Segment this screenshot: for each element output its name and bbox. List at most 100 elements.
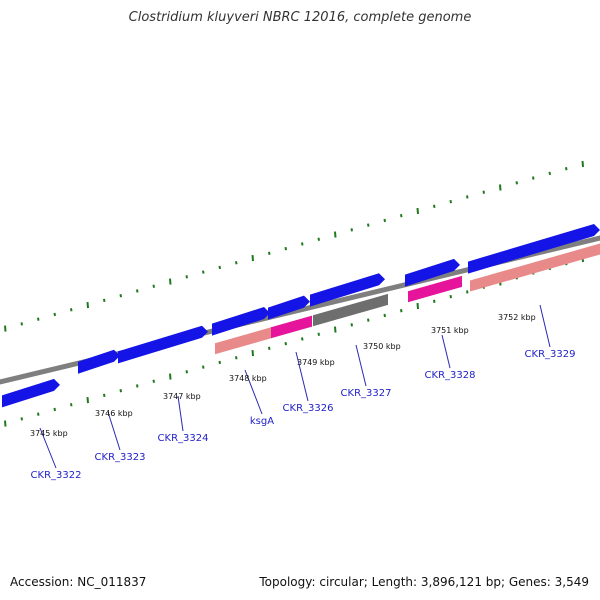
rrna-segment bbox=[215, 326, 272, 355]
gene-label: ksgA bbox=[250, 416, 274, 427]
gene-label: CKR_3323 bbox=[95, 452, 146, 463]
tick-mark bbox=[202, 270, 205, 274]
tick-mark bbox=[433, 299, 436, 303]
tick-mark bbox=[235, 356, 238, 360]
tick-mark bbox=[466, 290, 469, 294]
tick-mark bbox=[367, 223, 370, 227]
tick-mark bbox=[466, 195, 469, 199]
label-leader-line bbox=[177, 395, 184, 432]
gene-arrow bbox=[405, 258, 460, 287]
kbp-label: 3746 kbp bbox=[95, 409, 133, 418]
tick-mark bbox=[565, 167, 568, 171]
label-leader-line bbox=[244, 369, 263, 415]
tick-mark bbox=[367, 318, 370, 322]
tick-mark bbox=[103, 393, 106, 398]
kbp-label: 3748 kbp bbox=[229, 374, 267, 383]
feature-track bbox=[2, 224, 600, 408]
tick-mark bbox=[152, 284, 155, 288]
tick-mark bbox=[152, 379, 155, 383]
tick-mark bbox=[251, 349, 254, 357]
tick-mark bbox=[251, 254, 254, 262]
tick-mark bbox=[70, 403, 73, 407]
tick-mark bbox=[400, 214, 403, 218]
tick-mark bbox=[20, 322, 23, 326]
tick-mark bbox=[4, 420, 7, 427]
tick-mark bbox=[169, 373, 172, 380]
tick-mark bbox=[37, 317, 40, 321]
label-leader-line bbox=[355, 344, 367, 387]
tick-mark bbox=[449, 199, 452, 204]
tick-mark bbox=[268, 346, 271, 350]
kbp-label: 3750 kbp bbox=[363, 342, 401, 351]
tick-mark bbox=[317, 332, 320, 336]
label-leader-line bbox=[107, 411, 121, 451]
gene-arrow bbox=[2, 378, 60, 408]
outer-tick-track bbox=[4, 160, 584, 332]
accession-text: Accession: NC_011837 bbox=[10, 575, 147, 589]
rrna-segment bbox=[271, 315, 312, 339]
tick-mark bbox=[416, 207, 419, 215]
tick-mark bbox=[185, 370, 188, 374]
tick-mark bbox=[284, 341, 287, 346]
tick-mark bbox=[53, 312, 56, 317]
label-leaders bbox=[39, 304, 551, 469]
kbp-labels: 3745 kbp 3746 kbp 3747 kbp 3748 kbp 3749 kbp… bbox=[30, 313, 536, 438]
gene-label: CKR_3328 bbox=[425, 370, 476, 381]
tick-mark bbox=[218, 360, 221, 365]
tick-mark bbox=[20, 417, 23, 421]
tick-mark bbox=[37, 412, 40, 416]
tick-mark bbox=[515, 181, 518, 185]
tick-mark bbox=[301, 337, 304, 341]
tick-mark bbox=[136, 384, 139, 388]
genome-summary-text: Topology: circular; Length: 3,896,121 bp… bbox=[259, 575, 589, 589]
label-leader-line bbox=[441, 334, 451, 369]
tick-mark bbox=[350, 228, 353, 232]
page-title: Clostridium kluyveri NBRC 12016, complet… bbox=[128, 10, 472, 25]
gene-label: CKR_3322 bbox=[31, 470, 82, 481]
label-leader-line bbox=[539, 304, 551, 348]
tick-mark bbox=[400, 309, 403, 313]
tick-mark bbox=[317, 237, 320, 241]
gene-arrow bbox=[268, 295, 310, 320]
tick-mark bbox=[548, 171, 551, 176]
tick-mark bbox=[136, 289, 139, 293]
tick-mark bbox=[218, 265, 221, 270]
tick-mark bbox=[284, 246, 287, 251]
tick-mark bbox=[86, 396, 89, 404]
tick-mark bbox=[268, 251, 271, 255]
label-leader-line bbox=[295, 351, 309, 402]
gene-labels: CKR_3322 CKR_3323 CKR_3324 ksgA CKR_3326 CKR_… bbox=[31, 349, 576, 481]
tick-mark bbox=[119, 388, 122, 393]
kbp-label: 3745 kbp bbox=[30, 429, 68, 438]
kbp-label: 3751 kbp bbox=[431, 326, 469, 335]
gene-arrow bbox=[118, 325, 208, 364]
tick-mark bbox=[169, 278, 172, 285]
tick-mark bbox=[532, 176, 535, 180]
tick-mark bbox=[103, 298, 106, 303]
tick-mark bbox=[334, 326, 337, 333]
pseudogene-segment bbox=[313, 293, 388, 327]
rrna-segment bbox=[470, 243, 600, 292]
kbp-label: 3747 kbp bbox=[163, 392, 201, 401]
tick-mark bbox=[499, 184, 502, 191]
tick-mark bbox=[86, 301, 89, 309]
gene-label: CKR_3326 bbox=[283, 403, 334, 414]
tick-mark bbox=[70, 308, 73, 312]
tick-mark bbox=[482, 190, 485, 194]
tick-mark bbox=[433, 204, 436, 208]
tick-mark bbox=[383, 218, 386, 223]
tick-mark bbox=[4, 325, 7, 332]
tick-mark bbox=[383, 313, 386, 318]
gene-arrow bbox=[310, 273, 385, 307]
tick-mark bbox=[185, 275, 188, 279]
tick-mark bbox=[581, 160, 584, 168]
tick-mark bbox=[235, 261, 238, 265]
gene-arrow bbox=[468, 224, 600, 274]
gene-arrow bbox=[212, 307, 270, 336]
tick-mark bbox=[202, 365, 205, 369]
gene-label: CKR_3329 bbox=[525, 349, 576, 360]
gene-label: CKR_3327 bbox=[341, 388, 392, 399]
tick-mark bbox=[119, 293, 122, 298]
